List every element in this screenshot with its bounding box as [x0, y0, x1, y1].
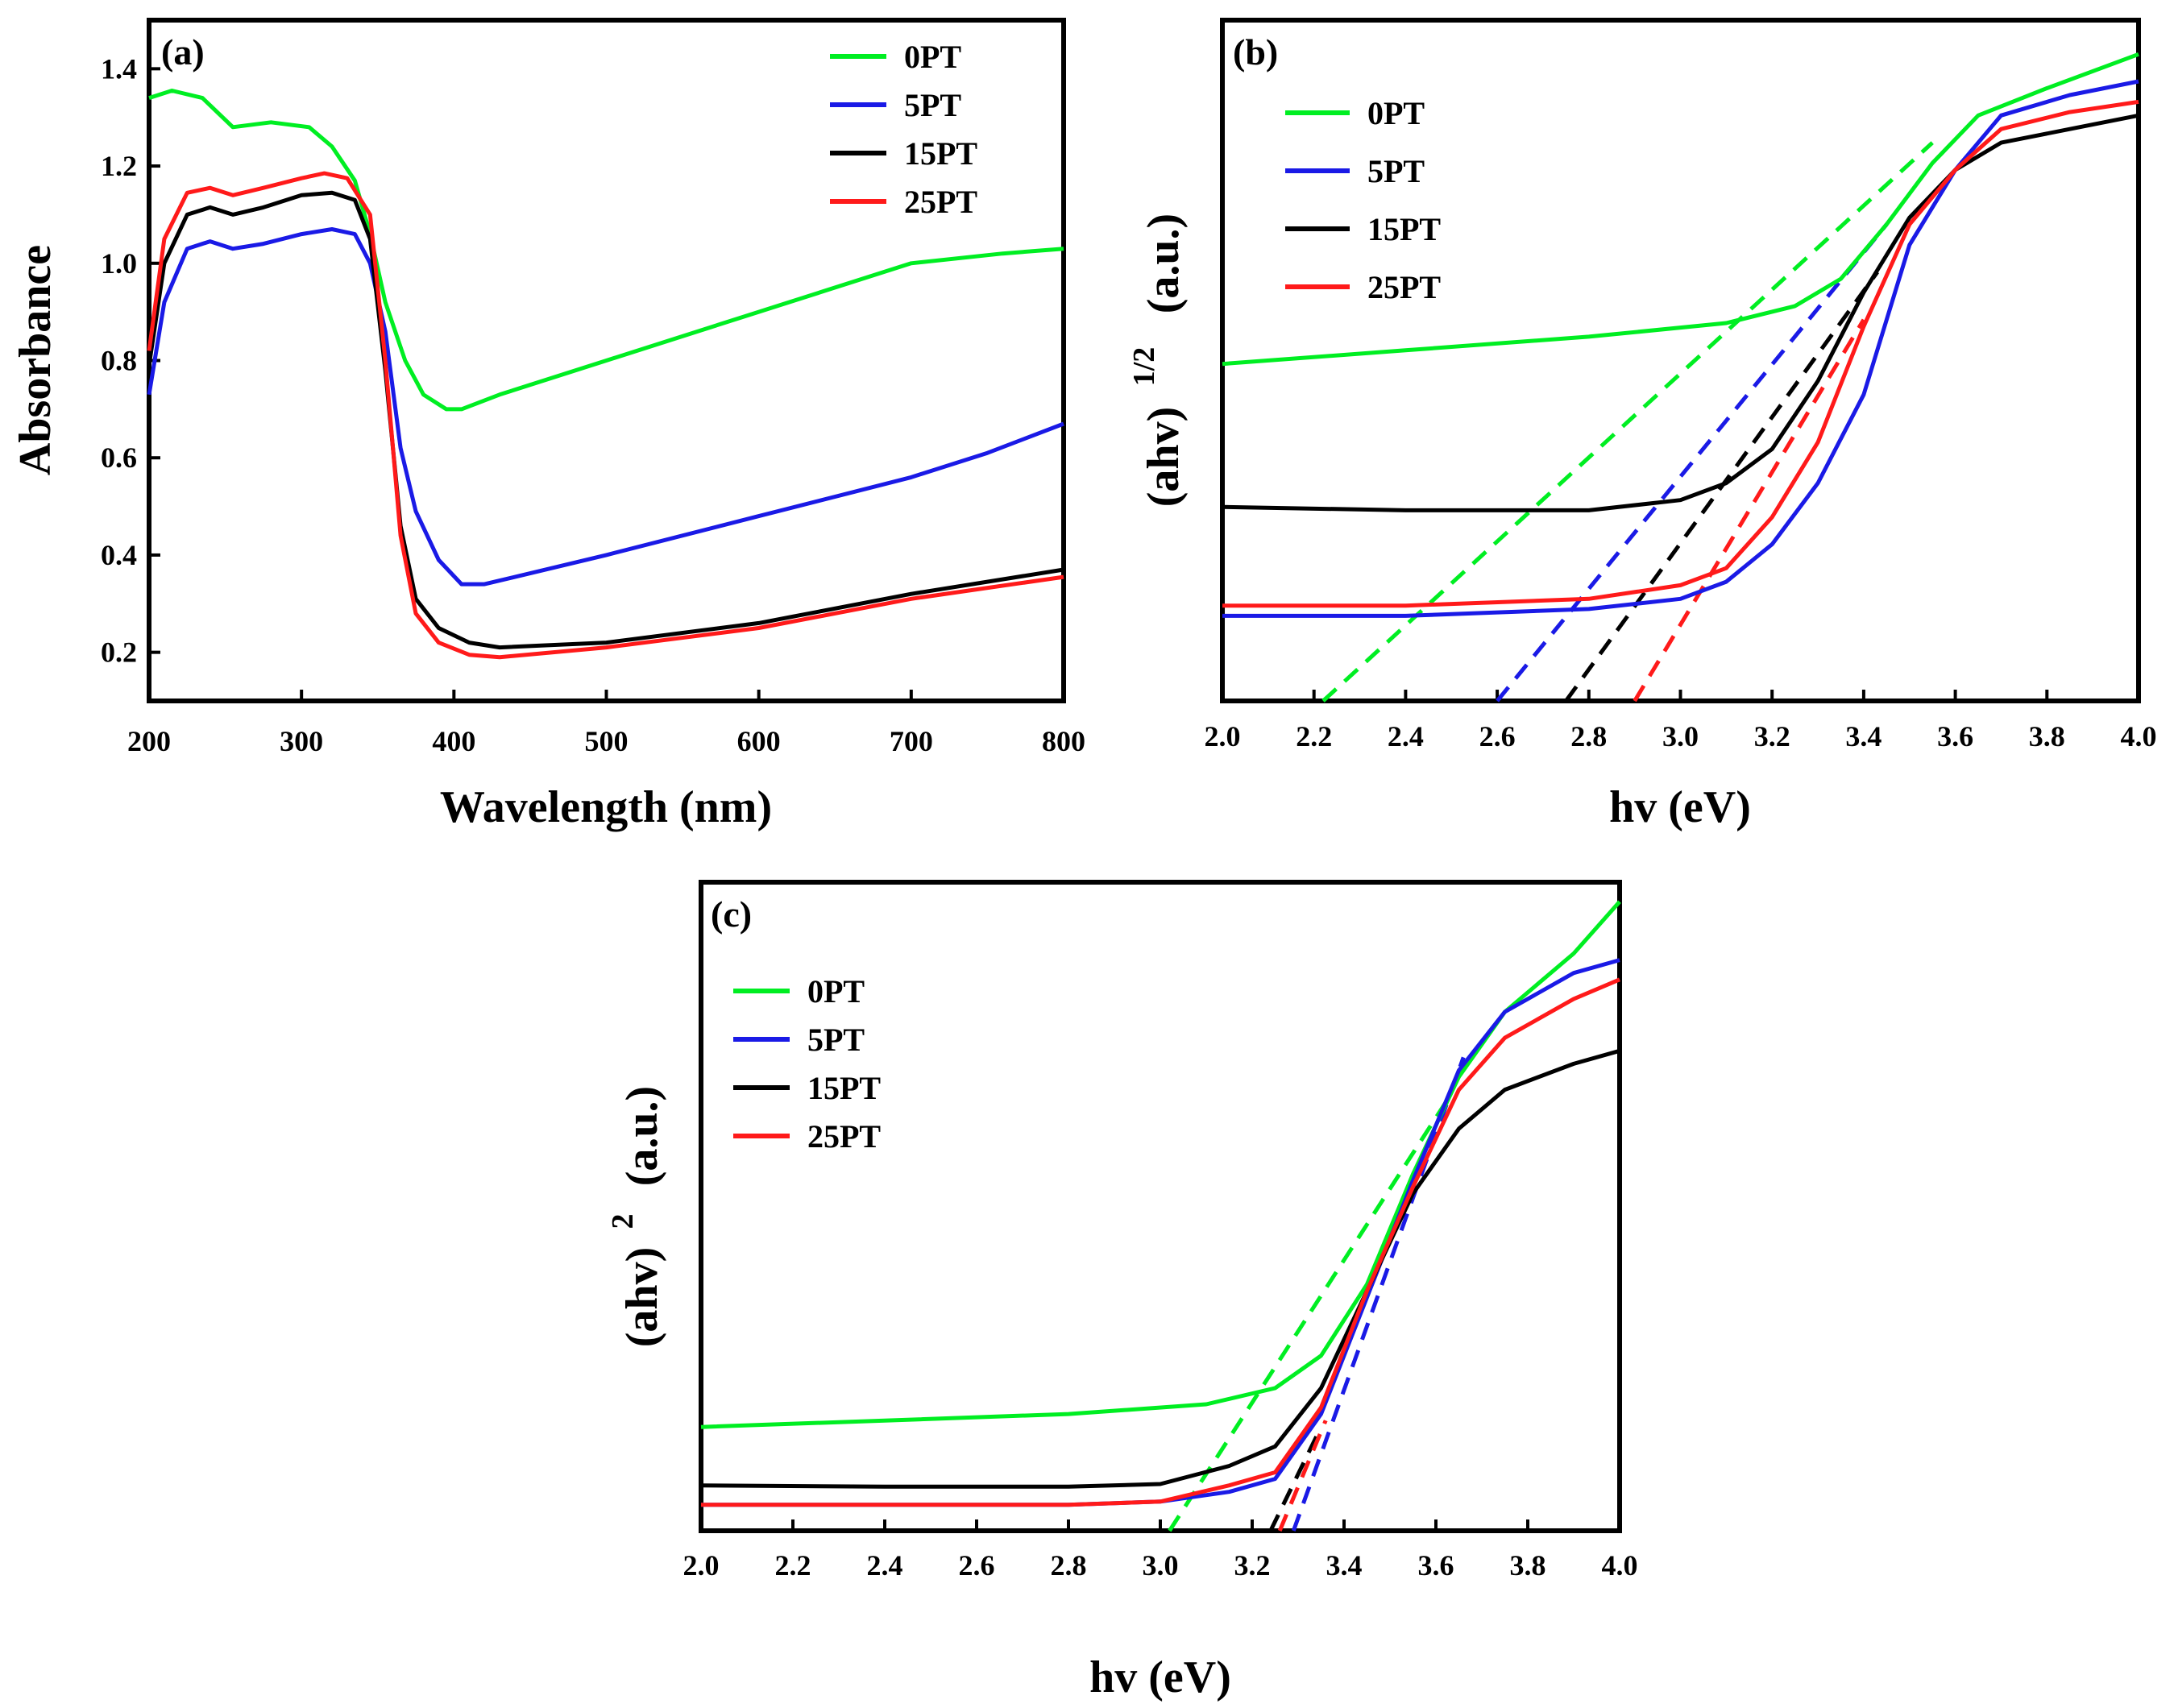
x-tick-label: 3.6	[1418, 1549, 1454, 1582]
x-tick-label: 2.4	[1388, 720, 1424, 752]
fit-line-25pt	[1633, 318, 1866, 703]
x-tick-label: 700	[890, 725, 933, 757]
series-line-25pt	[701, 977, 1620, 1507]
panel-a-ylabel: Absorbance	[10, 245, 60, 475]
panel-c-xticks: 2.0 2.2 2.4 2.6 2.8 3.0 3.2 3.4 3.6 3.8 4.0	[683, 1519, 1638, 1582]
panel-c-ylabel: (ahv) 2 (a.u.)	[606, 1086, 667, 1347]
legend-label-25pt: 25PT	[1367, 269, 1441, 305]
panel-b-ylabel-unit: (a.u.)	[1139, 214, 1189, 313]
x-tick-label: 3.4	[1845, 720, 1882, 752]
panel-a-series	[147, 89, 1064, 660]
legend-label-5pt: 5PT	[1367, 153, 1425, 189]
fit-line-0pt	[1321, 141, 1934, 703]
y-tick-label: 1.4	[101, 52, 137, 85]
panel-a-xticks: 200 300 400 500 600 700 800	[127, 690, 1085, 757]
panel-c: (c) hv (eV) (ahv) 2 (a.u.) 2.0 2.2 2.4 2.6 2…	[606, 880, 1638, 1702]
x-tick-label: 2.0	[1205, 720, 1241, 752]
x-tick-label: 800	[1042, 725, 1085, 757]
y-tick-label: 0.6	[101, 442, 137, 474]
panel-c-ylabel-sup: 2	[606, 1214, 640, 1229]
y-tick-label: 1.2	[101, 150, 137, 182]
series-line-5pt	[1222, 79, 2139, 618]
x-tick-label: 500	[585, 725, 629, 757]
legend-label-5pt: 5PT	[904, 87, 961, 123]
legend-label-0pt: 0PT	[1367, 95, 1425, 131]
x-tick-label: 3.8	[1510, 1549, 1546, 1582]
series-line-15pt	[1222, 113, 2139, 512]
panel-b-ylabel: (ahv) 1/2 (a.u.)	[1127, 214, 1189, 507]
legend-label-15pt: 15PT	[1367, 211, 1441, 247]
y-tick-label: 0.8	[101, 345, 137, 377]
x-tick-label: 3.2	[1754, 720, 1790, 752]
legend-label-25pt: 25PT	[904, 184, 977, 220]
panel-c-legend: 0PT 5PT 15PT 25PT	[733, 973, 881, 1155]
legend-label-0pt: 0PT	[904, 39, 961, 75]
panel-c-ylabel-unit: (a.u.)	[617, 1086, 667, 1186]
x-tick-label: 2.0	[683, 1549, 720, 1582]
x-tick-label: 400	[432, 725, 475, 757]
panel-a-label: (a)	[161, 31, 205, 73]
x-tick-label: 3.0	[1662, 720, 1699, 752]
panel-b: (b) hv (eV) (ahv) 1/2 (a.u.) 2.0 2.2 2.4 2.…	[1127, 18, 2157, 832]
panel-a-legend: 0PT 5PT 15PT 25PT	[830, 39, 977, 220]
x-tick-label: 2.6	[1479, 720, 1516, 752]
x-tick-label: 3.6	[1937, 720, 1973, 752]
x-tick-label: 200	[127, 725, 171, 757]
x-tick-label: 3.2	[1234, 1549, 1271, 1582]
panel-b-xticks: 2.0 2.2 2.4 2.6 2.8 3.0 3.2 3.4 3.6 3.8 4.0	[1205, 690, 2157, 752]
panel-c-xlabel: hv (eV)	[1089, 1652, 1231, 1702]
series-line-0pt	[1222, 52, 2139, 367]
fit-line-5pt	[1291, 1056, 1466, 1532]
x-tick-label: 2.8	[1051, 1549, 1087, 1582]
series-line-0pt	[700, 900, 1621, 1429]
x-tick-label: 3.8	[2029, 720, 2065, 752]
panel-b-xlabel: hv (eV)	[1609, 782, 1751, 832]
panel-c-series	[700, 900, 1621, 1507]
x-tick-label: 2.2	[775, 1549, 811, 1582]
panel-c-ylabel-main: (ahv)	[617, 1247, 667, 1347]
fit-line-15pt	[1268, 1426, 1323, 1532]
x-tick-label: 2.4	[867, 1549, 903, 1582]
series-line-25pt	[1222, 99, 2139, 608]
fit-line-0pt	[1168, 1095, 1452, 1532]
series-line-5pt	[147, 227, 1064, 587]
legend-label-15pt: 15PT	[807, 1070, 881, 1106]
series-line-0pt	[148, 89, 1064, 412]
y-tick-label: 0.4	[101, 539, 137, 571]
x-tick-label: 2.8	[1570, 720, 1607, 752]
x-tick-label: 2.2	[1296, 720, 1332, 752]
x-tick-label: 2.6	[959, 1549, 995, 1582]
x-tick-label: 4.0	[1602, 1549, 1638, 1582]
panel-a: (a) Wavelength (nm) Absorbance 200 300 400…	[10, 18, 1085, 832]
legend-label-0pt: 0PT	[807, 973, 865, 1009]
legend-label-25pt: 25PT	[807, 1118, 881, 1155]
panel-b-series	[1222, 52, 2139, 618]
panel-a-yticks: 0.2 0.4 0.6 0.8 1.0 1.2 1.4	[101, 52, 160, 669]
fit-line-5pt	[1496, 222, 1889, 703]
x-tick-label: 600	[737, 725, 781, 757]
series-line-15pt	[700, 1048, 1620, 1489]
panel-b-ylabel-sup: 1/2	[1127, 347, 1161, 387]
fit-line-25pt	[1277, 1420, 1328, 1532]
y-tick-label: 1.0	[101, 247, 137, 280]
legend-label-5pt: 5PT	[807, 1022, 865, 1058]
series-line-25pt	[147, 171, 1064, 660]
y-tick-label: 0.2	[101, 636, 137, 669]
x-tick-label: 300	[280, 725, 323, 757]
x-tick-label: 3.4	[1326, 1549, 1363, 1582]
panel-b-ylabel-main: (ahv)	[1139, 407, 1189, 507]
panel-b-legend: 0PT 5PT 15PT 25PT	[1285, 95, 1441, 305]
panel-a-xlabel: Wavelength (nm)	[440, 782, 772, 832]
legend-label-15pt: 15PT	[904, 135, 977, 172]
panel-b-label: (b)	[1233, 31, 1278, 73]
x-tick-label: 4.0	[2121, 720, 2157, 752]
panel-c-fits	[1168, 1056, 1466, 1532]
x-tick-label: 3.0	[1143, 1549, 1179, 1582]
panel-c-label: (c)	[711, 893, 752, 935]
